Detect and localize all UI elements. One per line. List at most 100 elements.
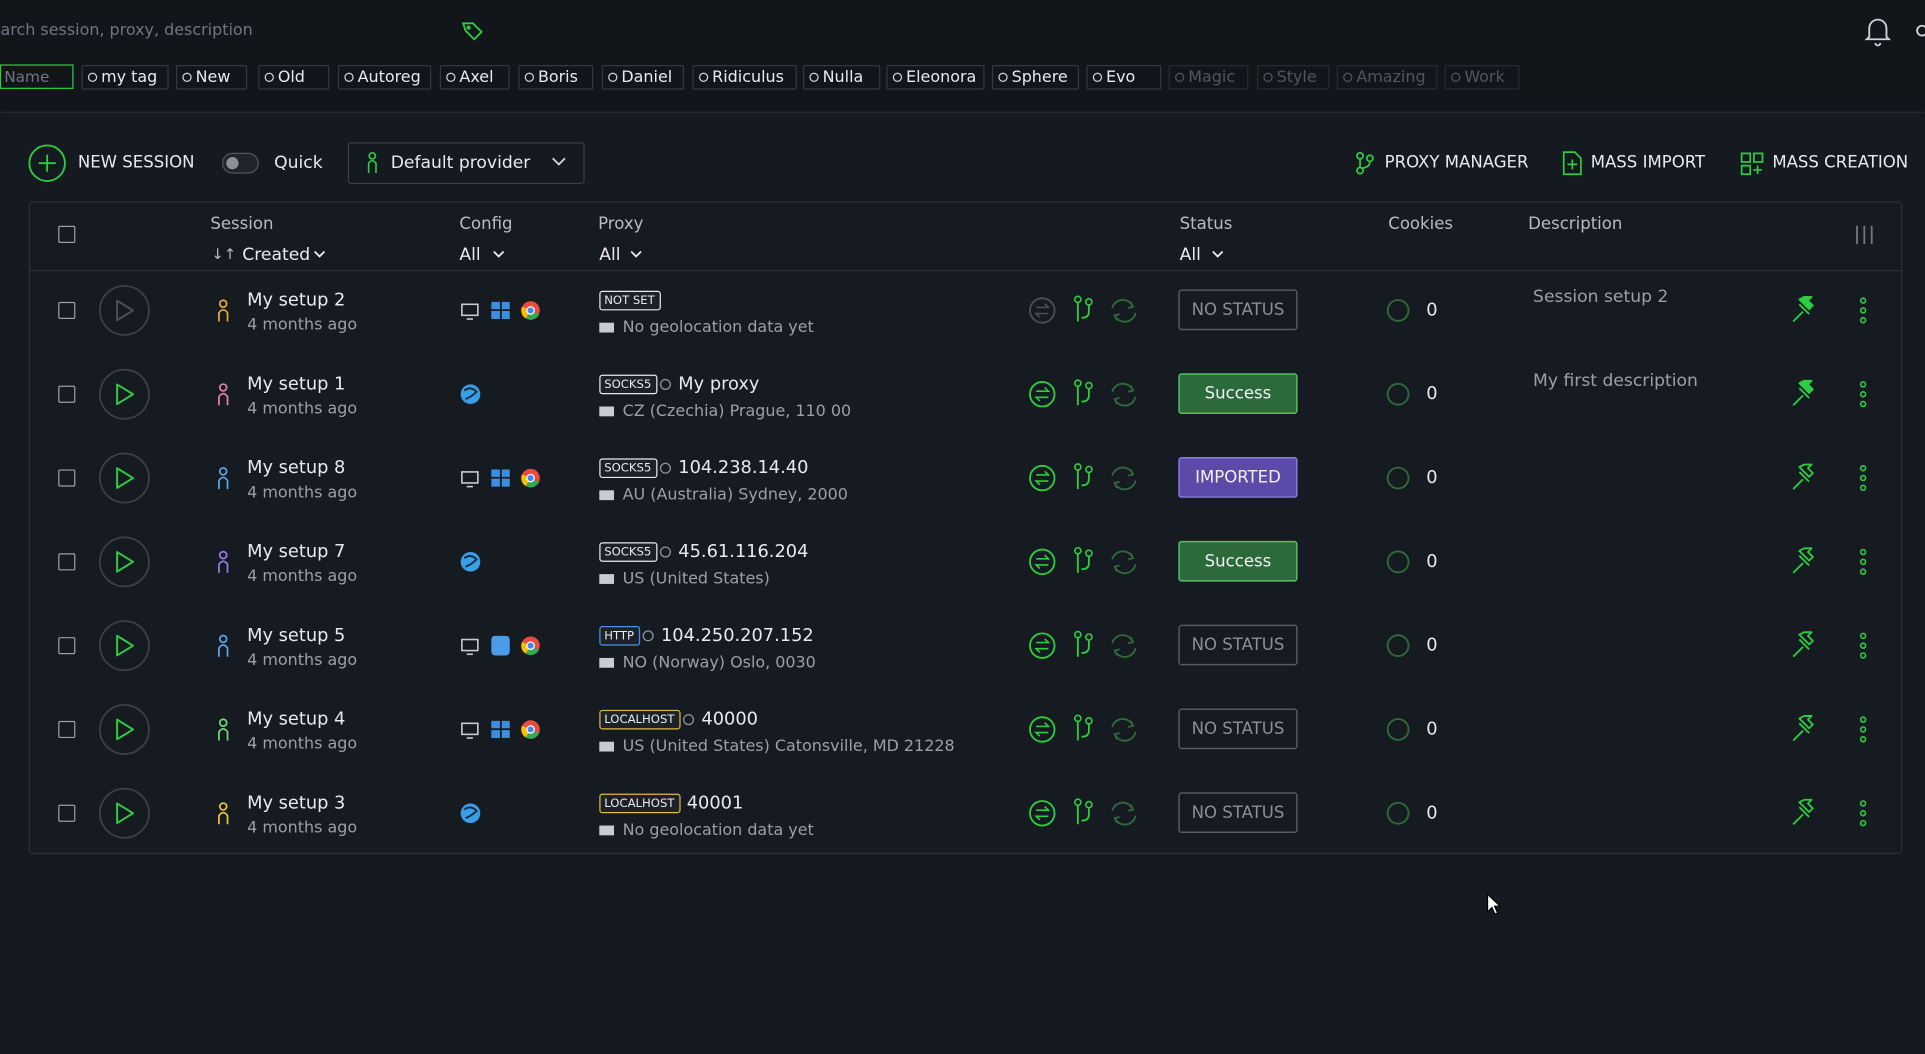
pin-button[interactable] [1792,715,1814,742]
play-button[interactable] [98,452,150,504]
tag-chip[interactable]: Autoreg [337,65,432,90]
proxy-swap-button[interactable] [1029,548,1056,576]
more-menu-dot[interactable] [1859,464,1867,472]
proxy-refresh-button[interactable] [1111,634,1137,658]
more-menu-dot[interactable] [1859,484,1867,492]
proxy-swap-button[interactable] [1029,381,1056,408]
status-filter[interactable]: All [1180,245,1201,265]
tag-chip[interactable]: Nulla [802,65,881,90]
tag-icon[interactable] [461,22,483,41]
proxy-refresh-button[interactable] [1111,466,1137,491]
more-menu-dot[interactable] [1859,400,1867,408]
proxy-manager-button[interactable]: PROXY MANAGER [1356,151,1529,175]
more-menu-dot[interactable] [1859,548,1867,556]
tag-chip[interactable]: Sphere [991,65,1080,90]
proxy-branch-button[interactable] [1076,719,1090,741]
tag-chip[interactable]: Daniel [601,65,684,90]
pin-button[interactable] [1792,547,1814,574]
more-menu-dot[interactable] [1859,642,1867,649]
tag-chip[interactable]: Axel [439,65,510,90]
row-checkbox[interactable] [58,637,76,655]
more-menu-dot[interactable] [1859,307,1867,314]
proxy-branch-button[interactable] [1076,803,1090,825]
more-menu-dot[interactable] [1859,297,1867,304]
proxy-branch-button[interactable] [1076,384,1090,406]
status-badge[interactable] [1178,540,1298,582]
row-checkbox[interactable] [58,301,76,320]
status-badge[interactable] [1178,457,1298,498]
play-button[interactable] [98,368,150,420]
tag-chip[interactable]: Boris [518,65,594,90]
new-session-button[interactable]: NEW SESSION [28,144,195,182]
tag-chip[interactable]: Work [1444,65,1520,90]
tag-chip[interactable]: Ridiculus [692,65,797,90]
proxy-swap-button[interactable] [1029,632,1056,659]
config-filter[interactable]: All [459,245,480,265]
more-menu-dot[interactable] [1859,736,1867,743]
tag-chip[interactable]: New [175,65,248,90]
proxy-branch-button[interactable] [1076,552,1090,573]
more-menu-dot[interactable] [1859,558,1867,566]
row-checkbox[interactable] [58,385,76,403]
notification-bell[interactable] [1864,18,1892,47]
more-menu-dot[interactable] [1859,474,1867,482]
pin-button[interactable] [1792,631,1814,658]
tag-chip[interactable]: Old [258,65,330,90]
proxy-filter[interactable]: All [599,245,620,265]
mass-import-button[interactable]: MASS IMPORT [1562,151,1706,176]
proxy-swap-button[interactable] [1029,716,1056,743]
pin-button[interactable] [1792,296,1814,323]
proxy-refresh-button[interactable] [1111,718,1137,742]
row-checkbox[interactable] [58,553,76,571]
more-menu-dot[interactable] [1859,800,1867,807]
sort-chevron[interactable] [313,250,326,258]
proxy-branch-button[interactable] [1076,468,1090,490]
columns-button[interactable] [1856,225,1873,245]
proxy-refresh-button[interactable] [1111,382,1137,407]
more-menu-dot[interactable] [1859,726,1867,733]
more-menu-dot[interactable] [1859,632,1867,640]
proxy-chevron[interactable] [630,250,642,258]
pin-button[interactable] [1792,798,1814,825]
more-menu-dot[interactable] [1859,381,1867,388]
proxy-branch-button[interactable] [1076,300,1090,322]
pin-button[interactable] [1792,379,1814,406]
tag-chip[interactable]: my tag [81,65,169,90]
row-checkbox[interactable] [58,804,76,822]
tag-chip[interactable]: Evo [1086,65,1162,90]
more-menu-dot[interactable] [1859,652,1867,659]
search-input[interactable]: arch session, proxy, description [1,20,253,39]
proxy-swap-button[interactable] [1029,464,1056,492]
quick-toggle[interactable]: Quick [222,152,323,174]
settings-icon[interactable] [1916,24,1925,37]
proxy-refresh-button[interactable] [1111,550,1137,575]
status-badge[interactable] [1178,708,1298,750]
proxy-swap-button[interactable] [1029,297,1056,324]
config-chevron[interactable] [493,250,505,258]
status-badge[interactable] [1178,289,1298,331]
more-menu-dot[interactable] [1859,568,1867,575]
tag-chip[interactable]: Eleonora [886,65,985,90]
play-button[interactable] [98,620,150,672]
row-checkbox[interactable] [58,469,76,487]
play-button[interactable] [98,787,150,839]
status-badge[interactable] [1178,792,1298,834]
header-sort[interactable]: Created [242,245,310,265]
more-menu-dot[interactable] [1859,316,1867,324]
pin-button[interactable] [1792,463,1814,490]
tag-chip[interactable]: Magic [1168,65,1249,90]
tag-name-input[interactable] [0,64,74,89]
tag-chip[interactable]: Style [1256,65,1330,90]
proxy-swap-button[interactable] [1029,800,1056,827]
status-badge[interactable] [1178,624,1298,666]
more-menu-dot[interactable] [1859,716,1867,723]
provider-select[interactable]: Default provider [347,142,585,185]
play-button[interactable] [98,536,150,588]
status-chevron[interactable] [1212,250,1224,258]
mass-creation-button[interactable]: MASS CREATION [1740,152,1908,176]
more-menu-dot[interactable] [1859,819,1867,827]
status-badge[interactable] [1178,373,1298,414]
proxy-branch-button[interactable] [1076,635,1090,657]
play-button[interactable] [98,703,150,755]
select-all-checkbox[interactable] [58,225,76,243]
